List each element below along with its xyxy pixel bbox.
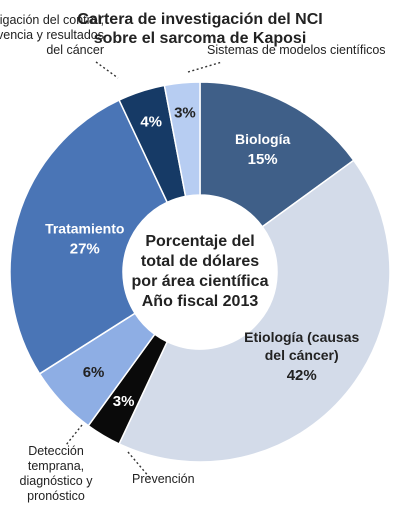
slice-label-biologia-0: Biología bbox=[235, 131, 290, 147]
leader-line-investigacion-del-control-supervivencia-y-resultados-del-cancer bbox=[95, 61, 119, 79]
slice-biologia bbox=[199, 81, 355, 228]
slice-name-deteccion-temprana-diagnostico-y-pronostico-0: Detección bbox=[28, 444, 84, 458]
slice-sistemas-de-modelos-cientificos bbox=[163, 81, 201, 198]
slice-name-investigacion-del-control-supervivencia-y-resultados-del-cancer-1: supervivencia y resultados bbox=[0, 28, 104, 42]
slice-name-deteccion-temprana-diagnostico-y-pronostico-2: diagnóstico y bbox=[20, 474, 94, 488]
leader-line-sistemas-de-modelos-cientificos bbox=[187, 61, 223, 73]
slice-label-etiologia-causas-del-cancer-0: Etiología (causas bbox=[244, 329, 359, 345]
slice-value-deteccion-temprana-diagnostico-y-pronostico: 6% bbox=[83, 364, 105, 381]
center-text-line-3: por área científica bbox=[132, 273, 269, 290]
slice-name-investigacion-del-control-supervivencia-y-resultados-del-cancer-2: del cáncer bbox=[46, 43, 104, 57]
leader-line-deteccion-temprana-diagnostico-y-pronostico bbox=[65, 424, 83, 446]
slice-value-sistemas-de-modelos-cientificos: 3% bbox=[174, 105, 196, 122]
slice-tratamiento bbox=[9, 99, 169, 375]
slice-name-investigacion-del-control-supervivencia-y-resultados-del-cancer-0: Investigación del control, bbox=[0, 13, 104, 27]
slice-value-biologia: 15% bbox=[248, 151, 278, 168]
center-text-line-2: total de dólares bbox=[141, 253, 259, 270]
slice-value-tratamiento: 27% bbox=[70, 241, 100, 258]
leader-line-prevencion bbox=[127, 451, 151, 479]
slice-value-etiologia-causas-del-cancer: 42% bbox=[287, 367, 317, 384]
labels-group: Biología 15% Etiología (causas del cáncer) 4… bbox=[0, 13, 386, 503]
center-text-line-1: Porcentaje del bbox=[145, 233, 254, 250]
chart-title-line-2: sobre el sarcoma de Kaposi bbox=[94, 30, 307, 47]
slices-group bbox=[9, 81, 391, 463]
slice-value-prevencion: 3% bbox=[113, 393, 135, 410]
slice-value-investigacion-del-control-supervivencia-y-resultados-del-cancer: 4% bbox=[140, 114, 162, 131]
slice-name-deteccion-temprana-diagnostico-y-pronostico-1: temprana, bbox=[28, 459, 84, 473]
center-text-line-4: Año fiscal 2013 bbox=[142, 293, 259, 310]
slice-label-etiologia-causas-del-cancer-1: del cáncer) bbox=[265, 347, 339, 363]
slice-name-prevencion-0: Prevención bbox=[132, 472, 195, 486]
slice-etiologia-causas-del-cancer bbox=[118, 159, 391, 463]
slice-label-tratamiento-0: Tratamiento bbox=[45, 221, 124, 237]
slice-name-sistemas-de-modelos-cientificos-0: Sistemas de modelos científicos bbox=[207, 43, 386, 57]
center-label: Porcentaje del total de dólares por área… bbox=[132, 233, 269, 310]
chart-title-line-1: Cartera de investigación del NCI bbox=[77, 11, 322, 28]
slice-name-deteccion-temprana-diagnostico-y-pronostico-3: pronóstico bbox=[27, 489, 85, 503]
